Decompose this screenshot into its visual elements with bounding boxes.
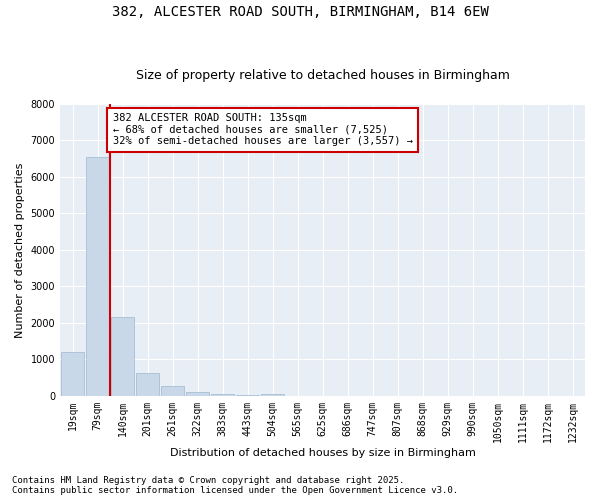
Bar [111,318,134,396]
Bar [186,392,209,396]
Bar [86,157,109,396]
Text: 382, ALCESTER ROAD SOUTH, BIRMINGHAM, B14 6EW: 382, ALCESTER ROAD SOUTH, BIRMINGHAM, B1… [112,5,488,19]
Title: Size of property relative to detached houses in Birmingham: Size of property relative to detached ho… [136,69,509,82]
Bar [136,374,159,396]
Bar [236,395,259,396]
Bar [161,386,184,396]
Bar [61,352,84,396]
Text: Contains HM Land Registry data © Crown copyright and database right 2025.
Contai: Contains HM Land Registry data © Crown c… [12,476,458,495]
Text: 382 ALCESTER ROAD SOUTH: 135sqm
← 68% of detached houses are smaller (7,525)
32%: 382 ALCESTER ROAD SOUTH: 135sqm ← 68% of… [113,113,413,146]
Y-axis label: Number of detached properties: Number of detached properties [15,162,25,338]
X-axis label: Distribution of detached houses by size in Birmingham: Distribution of detached houses by size … [170,448,475,458]
Bar [211,394,234,396]
Bar [261,394,284,396]
